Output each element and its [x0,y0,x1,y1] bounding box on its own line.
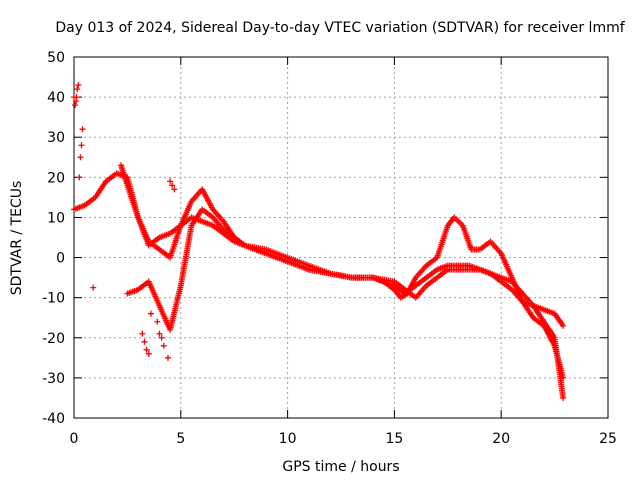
data-point [139,330,146,337]
y-tick-label: 20 [47,170,65,186]
data-point [75,82,82,89]
data-point [145,350,152,357]
data-point [143,346,150,353]
y-axis-label: SDTVAR / TECUs [9,181,25,296]
data-point [73,94,80,101]
plot-frame [73,56,609,419]
data-point [72,102,79,109]
y-tick-label: -20 [42,331,65,347]
data-point [90,284,97,291]
data-point [147,310,154,317]
grid [74,57,608,418]
data-point [169,182,176,189]
y-tick-label: 50 [47,50,65,66]
data-point [171,186,178,193]
x-tick-label: 25 [599,431,617,447]
y-tick-label: 40 [47,90,65,106]
data-point [76,174,83,181]
y-tick-label: 30 [47,130,65,146]
data-point [560,322,567,329]
y-tick-label: -10 [42,291,65,307]
y-tick-label: -30 [42,371,65,387]
data-point [560,394,567,401]
data-point [77,154,84,161]
x-tick-label: 15 [385,431,403,447]
data-point [154,318,161,325]
y-tick-label: 0 [56,251,65,267]
x-tick-label: 10 [279,431,297,447]
data-point [78,142,85,149]
x-tick-label: 20 [492,431,510,447]
data-point [167,178,174,185]
y-tick-label: 10 [47,210,65,226]
data-point [74,86,81,93]
data-point [160,342,167,349]
x-tick-label: 5 [176,431,185,447]
x-axis-label: GPS time / hours [282,459,399,475]
chart-title: Day 013 of 2024, Sidereal Day-to-day VTE… [55,20,625,36]
x-tick-label: 0 [70,431,79,447]
data-points [71,82,567,401]
data-point [141,338,148,345]
ticks: -40 -30 -20 -10 0 10 20 30 40 50 0 5 10 15 20 25 [42,50,617,447]
y-tick-label: -40 [42,411,65,427]
data-point [156,330,163,337]
data-point [158,334,165,341]
data-point [164,354,171,361]
data-point [79,126,86,133]
